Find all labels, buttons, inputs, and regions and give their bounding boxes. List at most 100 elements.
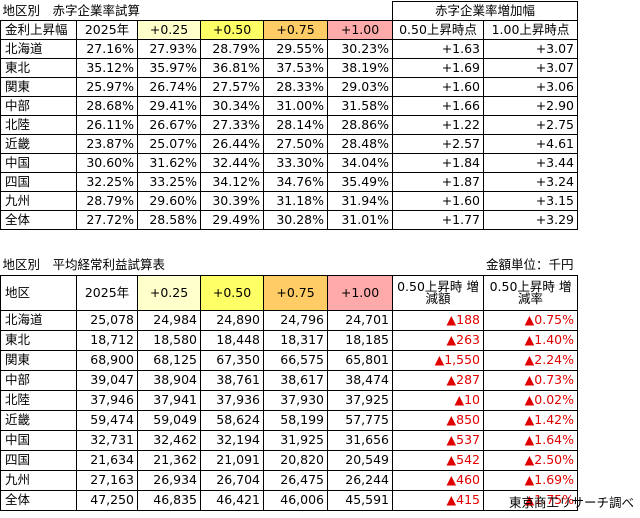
table-cell: 59,474 [76, 410, 138, 431]
table-cell: 37.53% [263, 58, 328, 78]
table-row: 北陸 37,946 37,941 37,936 37,930 37,925 ▲10 ▲0.02… [0, 390, 578, 411]
table-cell: 30.34% [200, 96, 264, 116]
header-row: 金利上昇幅 2025年 +0.25 +0.50 +0.75 +1.00 0.50上昇時点 1.… [0, 20, 578, 40]
header-cell: +0.25 [137, 275, 201, 311]
region-label: 全体 [0, 210, 77, 230]
region-label: 四国 [0, 172, 77, 192]
table-cell: 30.23% [327, 39, 393, 59]
table-cell: 37,946 [76, 390, 138, 411]
table-cell: 20,549 [327, 450, 393, 471]
table-cell: 47,250 [76, 490, 138, 511]
table-cell: 31.18% [263, 191, 328, 211]
table-cell: 65,801 [327, 350, 393, 371]
table-cell: +3.44 [483, 153, 578, 173]
region-label: 中部 [0, 96, 77, 116]
header-cell: +0.25 [137, 20, 201, 40]
table-cell: +3.15 [483, 191, 578, 211]
table-cell: +1.84 [392, 153, 484, 173]
table-row: 九州 27,163 26,934 26,704 26,475 26,244 ▲460 ▲1.6… [0, 470, 578, 491]
table-cell: +1.87 [392, 172, 484, 192]
table-cell: 28.79% [76, 191, 138, 211]
source-note: 東京商工リサーチ調べ [508, 495, 634, 510]
table-cell: 21,634 [76, 450, 138, 471]
header-row: 地区 2025年 +0.25 +0.50 +0.75 +1.00 0.50上昇時 増減額 0.… [0, 275, 578, 311]
table-cell: 27.33% [200, 115, 264, 135]
table-cell: 31.62% [137, 153, 201, 173]
table-cell: 34.12% [200, 172, 264, 192]
table-cell: 34.04% [327, 153, 393, 173]
table-cell: ▲850 [392, 410, 484, 431]
table-cell: +1.69 [392, 58, 484, 78]
table-cell: 29.03% [327, 77, 393, 97]
table-cell: 31,925 [263, 430, 328, 451]
header-cell: 2025年 [76, 275, 138, 311]
table-row: 中国 32,731 32,462 32,194 31,925 31,656 ▲537 ▲1.6… [0, 430, 578, 451]
table-cell: ▲0.75% [483, 310, 578, 331]
table-cell: 28.68% [76, 96, 138, 116]
table-row: 中部 28.68% 29.41% 30.34% 31.00% 31.58% +1.66 +2.… [0, 96, 578, 116]
table-cell: 58,199 [263, 410, 328, 431]
table-cell: +3.07 [483, 58, 578, 78]
table-cell: 25.97% [76, 77, 138, 97]
table-cell: 30.60% [76, 153, 138, 173]
table-cell: 31,656 [327, 430, 393, 451]
table-cell: 34.76% [263, 172, 328, 192]
table-cell: 26,704 [200, 470, 264, 491]
region-label: 全体 [0, 490, 77, 511]
table-cell: ▲188 [392, 310, 484, 331]
header-cell: 金利上昇幅 [0, 20, 77, 40]
table-row: 北海道 25,078 24,984 24,890 24,796 24,701 ▲188 ▲0.… [0, 310, 578, 331]
table-cell: 24,890 [200, 310, 264, 331]
region-label: 四国 [0, 450, 77, 471]
region-label: 東北 [0, 330, 77, 351]
region-label: 東北 [0, 58, 77, 78]
table-cell: ▲2.24% [483, 350, 578, 371]
table-cell: 18,317 [263, 330, 328, 351]
table-cell: 32,462 [137, 430, 201, 451]
table-cell: ▲1.75% [483, 490, 578, 511]
table-cell: 46,835 [137, 490, 201, 511]
table-row: 近畿 59,474 59,049 58,624 58,199 57,775 ▲850 ▲1.4… [0, 410, 578, 431]
table-cell: 33.25% [137, 172, 201, 192]
header-cell: +0.75 [263, 275, 328, 311]
table-cell: 35.12% [76, 58, 138, 78]
table-cell: 26,934 [137, 470, 201, 491]
table-cell: 32.44% [200, 153, 264, 173]
table-cell: 30.39% [200, 191, 264, 211]
table-cell: ▲0.73% [483, 370, 578, 391]
table-cell: 38.19% [327, 58, 393, 78]
table-row: 北陸 26.11% 26.67% 27.33% 28.14% 28.86% +1.22 +2.… [0, 115, 578, 135]
table-title: 地区別 平均経常利益試算表 [2, 257, 166, 273]
table-cell: 29.55% [263, 39, 328, 59]
group-header: 赤字企業率増加幅 [392, 1, 578, 21]
table-cell: ▲287 [392, 370, 484, 391]
table-cell: 35.97% [137, 58, 201, 78]
table-cell: 26.67% [137, 115, 201, 135]
table-cell: 57,775 [327, 410, 393, 431]
table-cell: 29.49% [200, 210, 264, 230]
header-cell: +0.50 [200, 275, 264, 311]
table-cell: 31.01% [327, 210, 393, 230]
region-label: 関東 [0, 77, 77, 97]
table-cell: ▲537 [392, 430, 484, 451]
header-cell: +0.75 [263, 20, 328, 40]
table-row: 関東 68,900 68,125 67,350 66,575 65,801 ▲1,550 ▲2… [0, 350, 578, 371]
table-cell: 24,796 [263, 310, 328, 331]
table-cell: ▲1.40% [483, 330, 578, 351]
table-row: 東北 35.12% 35.97% 36.81% 37.53% 38.19% +1.69 +3.… [0, 58, 578, 78]
table-title-row: 地区別 赤字企業率試算 赤字企業率増加幅 [1, 1, 578, 21]
table-cell: 18,448 [200, 330, 264, 351]
header-cell: 地区 [0, 275, 77, 311]
table-cell: 31.00% [263, 96, 328, 116]
table-cell: 18,185 [327, 330, 393, 351]
table-row: 四国 21,634 21,362 21,091 20,820 20,549 ▲542 ▲2.5… [0, 450, 578, 471]
table-cell: 36.81% [200, 58, 264, 78]
table-cell: 28.79% [200, 39, 264, 59]
table-cell: 28.86% [327, 115, 393, 135]
region-label: 中部 [0, 370, 77, 391]
table-cell: ▲0.02% [483, 390, 578, 411]
table-cell: +1.60 [392, 191, 484, 211]
table-cell: 29.41% [137, 96, 201, 116]
table-cell: ▲2.50% [483, 450, 578, 471]
table-title: 地区別 赤字企業率試算 [2, 2, 141, 18]
